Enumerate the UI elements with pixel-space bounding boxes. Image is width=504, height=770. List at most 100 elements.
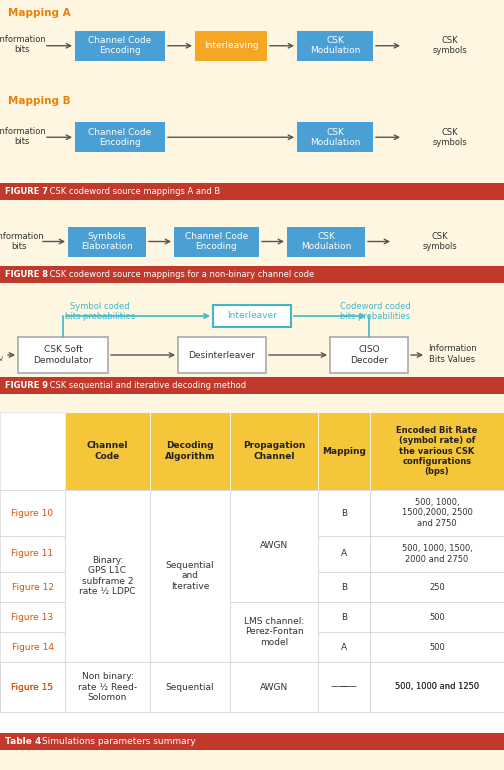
Text: Figure 15: Figure 15 bbox=[12, 682, 53, 691]
FancyBboxPatch shape bbox=[150, 412, 230, 490]
Text: AWGN: AWGN bbox=[260, 682, 288, 691]
Text: Figure 14: Figure 14 bbox=[12, 642, 53, 651]
Text: Mapping: Mapping bbox=[322, 447, 366, 456]
Text: Figure 10: Figure 10 bbox=[12, 508, 53, 517]
FancyBboxPatch shape bbox=[178, 337, 266, 373]
FancyBboxPatch shape bbox=[0, 662, 65, 712]
Text: Channel Code
Encoding: Channel Code Encoding bbox=[185, 232, 248, 251]
FancyBboxPatch shape bbox=[65, 632, 150, 662]
Text: Table 4: Table 4 bbox=[5, 737, 41, 746]
FancyBboxPatch shape bbox=[65, 536, 150, 572]
Text: CSK
symbols: CSK symbols bbox=[432, 36, 467, 55]
Text: Mapping A: Mapping A bbox=[8, 8, 71, 18]
Text: Figure 15: Figure 15 bbox=[12, 682, 53, 691]
FancyBboxPatch shape bbox=[213, 305, 291, 327]
Text: Symbols
Elaboration: Symbols Elaboration bbox=[81, 232, 133, 251]
Text: Binary:
GPS L1C
subframe 2
rate ½ LDPC: Binary: GPS L1C subframe 2 rate ½ LDPC bbox=[79, 556, 136, 596]
FancyBboxPatch shape bbox=[65, 662, 150, 712]
Text: CSK
symbols: CSK symbols bbox=[423, 232, 457, 251]
FancyBboxPatch shape bbox=[370, 602, 504, 632]
Text: Mapping B: Mapping B bbox=[8, 95, 71, 105]
FancyBboxPatch shape bbox=[230, 602, 318, 632]
FancyBboxPatch shape bbox=[370, 412, 504, 490]
Text: CSK
symbols: CSK symbols bbox=[432, 128, 467, 147]
FancyBboxPatch shape bbox=[370, 490, 504, 536]
FancyBboxPatch shape bbox=[0, 602, 65, 632]
Text: 500, 1000, 1500,
2000 and 2750: 500, 1000, 1500, 2000 and 2750 bbox=[402, 544, 472, 564]
FancyBboxPatch shape bbox=[195, 31, 267, 61]
FancyBboxPatch shape bbox=[150, 572, 230, 602]
FancyBboxPatch shape bbox=[0, 536, 65, 572]
FancyBboxPatch shape bbox=[65, 412, 150, 490]
Text: CISO
Decoder: CISO Decoder bbox=[350, 345, 388, 365]
FancyBboxPatch shape bbox=[0, 662, 65, 712]
FancyBboxPatch shape bbox=[318, 536, 370, 572]
FancyBboxPatch shape bbox=[150, 632, 230, 662]
FancyBboxPatch shape bbox=[318, 602, 370, 632]
FancyBboxPatch shape bbox=[0, 0, 504, 200]
FancyBboxPatch shape bbox=[230, 662, 318, 712]
Text: Interleaver: Interleaver bbox=[227, 312, 277, 320]
Text: 500: 500 bbox=[429, 642, 445, 651]
Text: Information
bits: Information bits bbox=[0, 35, 46, 55]
FancyBboxPatch shape bbox=[370, 572, 504, 602]
FancyBboxPatch shape bbox=[65, 490, 150, 662]
FancyBboxPatch shape bbox=[370, 662, 504, 712]
Text: 500, 1000 and 1250: 500, 1000 and 1250 bbox=[395, 682, 479, 691]
Text: $\gamma^i$: $\gamma^i$ bbox=[0, 354, 4, 370]
Text: CSK Soft
Demodulator: CSK Soft Demodulator bbox=[33, 345, 93, 365]
Text: CSK
Modulation: CSK Modulation bbox=[310, 36, 360, 55]
Text: 500, 1000,
1500,2000, 2500
and 2750: 500, 1000, 1500,2000, 2500 and 2750 bbox=[402, 498, 472, 528]
Text: Figure 11: Figure 11 bbox=[12, 550, 53, 558]
FancyBboxPatch shape bbox=[65, 490, 150, 536]
Text: 500, 1000 and 1250: 500, 1000 and 1250 bbox=[395, 682, 479, 691]
FancyBboxPatch shape bbox=[0, 377, 504, 394]
Text: LMS channel:
Perez-Fontan
model: LMS channel: Perez-Fontan model bbox=[244, 617, 304, 647]
FancyBboxPatch shape bbox=[65, 662, 150, 712]
FancyBboxPatch shape bbox=[370, 662, 504, 712]
FancyBboxPatch shape bbox=[0, 733, 504, 750]
Text: Interleaving: Interleaving bbox=[204, 42, 259, 50]
Text: B: B bbox=[341, 612, 347, 621]
Text: FIGURE 9: FIGURE 9 bbox=[5, 381, 48, 390]
FancyBboxPatch shape bbox=[230, 662, 318, 712]
FancyBboxPatch shape bbox=[150, 662, 230, 712]
FancyBboxPatch shape bbox=[297, 122, 373, 152]
FancyBboxPatch shape bbox=[318, 412, 370, 490]
Text: CSK codeword source mappings for a non-binary channel code: CSK codeword source mappings for a non-b… bbox=[47, 270, 314, 279]
FancyBboxPatch shape bbox=[75, 122, 165, 152]
FancyBboxPatch shape bbox=[230, 412, 318, 490]
FancyBboxPatch shape bbox=[0, 300, 504, 394]
FancyBboxPatch shape bbox=[370, 536, 504, 572]
FancyBboxPatch shape bbox=[0, 266, 504, 283]
Text: AWGN: AWGN bbox=[260, 541, 288, 551]
Text: Sequential
and
Iterative: Sequential and Iterative bbox=[166, 561, 214, 591]
FancyBboxPatch shape bbox=[297, 31, 373, 61]
FancyBboxPatch shape bbox=[230, 490, 318, 602]
FancyBboxPatch shape bbox=[318, 662, 370, 712]
Text: Encoded Bit Rate
(symbol rate) of
the various CSK
configurations
(bps): Encoded Bit Rate (symbol rate) of the va… bbox=[396, 426, 478, 477]
Text: 250: 250 bbox=[429, 582, 445, 591]
Text: B: B bbox=[341, 582, 347, 591]
FancyBboxPatch shape bbox=[230, 602, 318, 662]
FancyBboxPatch shape bbox=[75, 31, 165, 61]
Text: ———: ——— bbox=[331, 682, 357, 691]
Text: B: B bbox=[341, 508, 347, 517]
Text: Desinterleaver: Desinterleaver bbox=[188, 350, 256, 360]
Text: Channel Code
Encoding: Channel Code Encoding bbox=[88, 36, 152, 55]
FancyBboxPatch shape bbox=[230, 632, 318, 662]
FancyBboxPatch shape bbox=[0, 632, 65, 662]
FancyBboxPatch shape bbox=[65, 572, 150, 602]
Text: Channel Code
Encoding: Channel Code Encoding bbox=[88, 128, 152, 147]
Text: Simulations parameters summary: Simulations parameters summary bbox=[39, 737, 196, 746]
FancyBboxPatch shape bbox=[230, 536, 318, 572]
Text: CSK codeword source mappings A and B: CSK codeword source mappings A and B bbox=[47, 187, 220, 196]
FancyBboxPatch shape bbox=[318, 572, 370, 602]
FancyBboxPatch shape bbox=[18, 337, 108, 373]
Text: FIGURE 8: FIGURE 8 bbox=[5, 270, 48, 279]
Text: CSK sequential and iterative decoding method: CSK sequential and iterative decoding me… bbox=[47, 381, 246, 390]
FancyBboxPatch shape bbox=[370, 632, 504, 662]
Text: A: A bbox=[341, 550, 347, 558]
Text: Sequential: Sequential bbox=[166, 682, 214, 691]
FancyBboxPatch shape bbox=[0, 572, 65, 602]
